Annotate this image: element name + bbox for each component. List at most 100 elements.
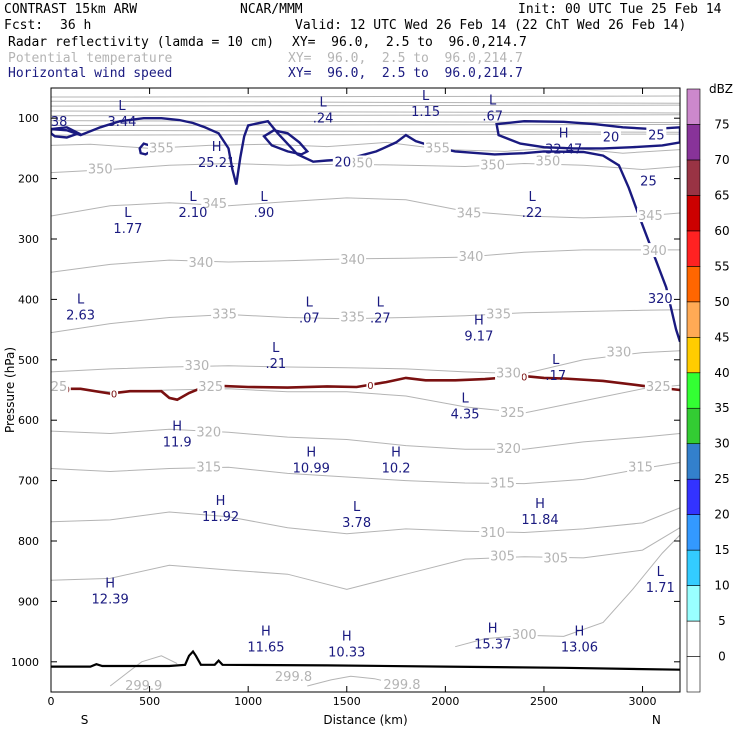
wind-label-bg <box>646 126 667 141</box>
colorbar-unit-label: dBZ <box>709 82 733 96</box>
wind-label: 20 <box>603 130 620 145</box>
theta-label-bg <box>272 668 315 683</box>
colorbar-cell <box>686 230 701 267</box>
theta-label-bg <box>479 525 507 540</box>
low-marker-value: 2.10 <box>178 206 207 221</box>
theta-contour-335 <box>51 309 680 334</box>
high-marker-letter: H <box>172 419 182 434</box>
colorbar-cell <box>686 656 701 693</box>
colorbar-cell <box>686 195 701 232</box>
high-marker-value: 11.92 <box>202 510 239 525</box>
high-marker-value: 11.84 <box>521 513 558 528</box>
wind-label-bg <box>332 153 353 168</box>
low-marker-letter: L <box>657 565 665 580</box>
theta-label: 340 <box>642 244 667 259</box>
low-marker-letter: L <box>124 206 132 221</box>
high-marker-letter: H <box>261 625 271 640</box>
theta-contour-305 <box>51 527 680 590</box>
low-marker-value: 2.63 <box>66 308 95 323</box>
colorbar-level-label: 50 <box>714 295 729 309</box>
colorbar-level-label: 35 <box>714 401 729 415</box>
colorbar-level-label: 75 <box>714 117 729 131</box>
colorbar-level-label: 55 <box>714 259 729 273</box>
field-theta: Potential temperature <box>8 51 173 66</box>
terrain-line <box>51 649 680 671</box>
low-marker-letter: L <box>353 500 361 515</box>
low-marker-value: .07 <box>299 311 320 326</box>
low-marker-value: .67 <box>482 110 503 125</box>
low-marker-letter: L <box>306 295 314 310</box>
high-marker-value: 25.21 <box>198 156 235 171</box>
high-marker-letter: H <box>575 625 585 640</box>
theta-label-bg <box>479 157 507 172</box>
low-marker-letter: L <box>272 341 280 356</box>
theta-label-bg <box>122 677 165 692</box>
theta-label: 350 <box>88 163 113 178</box>
theta-stack-line <box>51 133 680 136</box>
low-marker-value: .17 <box>545 369 566 384</box>
endpoint-right-label: N <box>652 713 661 727</box>
edge-value-label: 2.38 <box>38 115 67 130</box>
y-tick-label: 900 <box>18 595 39 608</box>
low-marker-letter: L <box>118 99 126 114</box>
theta-label-bg <box>339 252 367 267</box>
colorbar-level-label: 65 <box>714 188 729 202</box>
theta-stack-line <box>51 95 680 98</box>
low-marker-letter: L <box>377 295 385 310</box>
high-marker-letter: H <box>474 314 484 329</box>
freezing-line <box>51 374 680 402</box>
theta-label: 355 <box>149 141 174 156</box>
theta-stack-line <box>51 123 680 126</box>
y-tick-label: 300 <box>18 233 39 246</box>
theta-label-bg <box>485 306 512 321</box>
wind-label: 25 <box>648 129 665 144</box>
colorbar-cell <box>686 514 701 551</box>
wind-label: 320 <box>648 292 673 307</box>
high-marker-value: 10.33 <box>328 645 365 660</box>
low-marker-value: 1.71 <box>646 581 675 596</box>
high-marker-value: 11.65 <box>247 641 284 656</box>
x-tick-label: 1500 <box>333 695 361 708</box>
theta-label: 325 <box>646 380 671 395</box>
colorbar-level-label: 0 <box>718 650 726 664</box>
high-marker-letter: H <box>216 494 226 509</box>
theta-label-bg <box>534 153 562 168</box>
theta-label: 320 <box>496 442 521 457</box>
freezing-label-bg <box>366 379 375 391</box>
colorbar-cell <box>686 336 701 374</box>
theta-label-bg <box>457 249 485 264</box>
wind-contour-20 <box>262 129 310 156</box>
colorbar-level-label: 25 <box>714 472 729 486</box>
theta-label: 325 <box>198 380 223 395</box>
y-tick-label: 100 <box>18 112 39 125</box>
field-wind: Horizontal wind speed <box>8 66 173 81</box>
theta-label: 330 <box>606 346 631 361</box>
x-tick-label: 500 <box>139 695 160 708</box>
y-tick-label: 200 <box>18 173 39 186</box>
theta-label: 300 <box>512 628 537 643</box>
high-marker-letter: H <box>212 140 222 155</box>
theta-label-bg <box>605 344 633 359</box>
colorbar-cell <box>686 301 701 338</box>
low-marker-letter: L <box>422 89 430 104</box>
theta-stack-line <box>51 110 680 114</box>
wind-label-bg <box>646 290 675 305</box>
theta-label-bg <box>455 205 483 220</box>
theta-label-bg <box>489 475 516 490</box>
theta-stack-line <box>51 129 680 133</box>
low-marker-value: .90 <box>254 206 275 221</box>
theta-label: 299.8 <box>383 678 420 693</box>
y-tick-label: 400 <box>18 293 39 306</box>
high-marker-value: 10.2 <box>382 461 411 476</box>
colorbar-level-label: 40 <box>714 366 729 380</box>
y-axis-title: Pressure (hPa) <box>3 347 17 433</box>
wind-label: 25 <box>640 174 657 189</box>
colorbar-cell <box>686 478 701 515</box>
low-marker-letter: L <box>489 94 497 109</box>
theta-contour-310 <box>51 507 680 535</box>
low-marker-letter: L <box>461 391 469 406</box>
theta-label: 299.8 <box>275 670 312 685</box>
theta-label: 345 <box>638 209 663 224</box>
low-marker-value: 3.44 <box>108 115 137 130</box>
